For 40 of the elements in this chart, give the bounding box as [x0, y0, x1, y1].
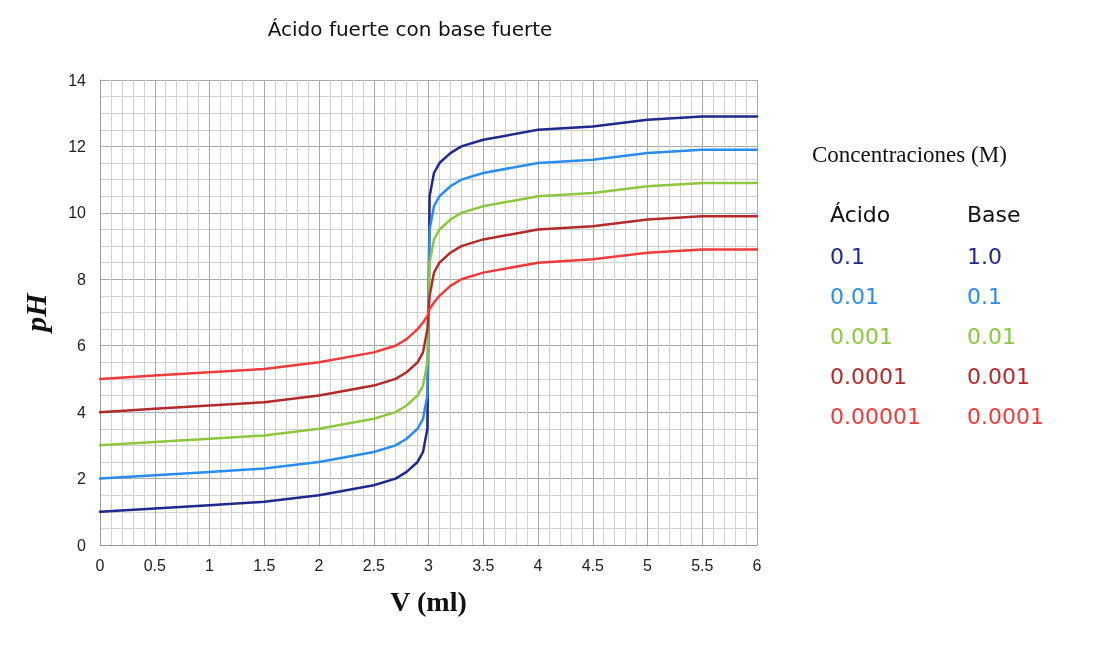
- x-tick-label: 0: [95, 556, 105, 574]
- text: 0.0001: [967, 403, 1044, 429]
- chart-title: Ácido fuerte con base fuerte: [267, 17, 553, 41]
- y-tick-label: 8: [77, 270, 87, 288]
- y-tick-label: 4: [77, 403, 87, 421]
- y-tick-label: 0: [77, 536, 87, 554]
- y-tick-label: 2: [77, 470, 87, 488]
- text: Ácido: [830, 201, 891, 227]
- text: 0.1: [967, 283, 1002, 309]
- x-tick-label: 0.5: [143, 556, 166, 574]
- y-tick-label: 14: [68, 71, 87, 89]
- x-tick-label: 3.5: [472, 556, 495, 574]
- x-tick-label: 5.5: [691, 556, 714, 574]
- text: 0.1: [830, 243, 865, 269]
- x-tick-label: 4.5: [581, 556, 604, 574]
- x-tick-label: 2: [314, 556, 324, 574]
- text: 0.001: [830, 323, 893, 349]
- x-tick-label: 4: [533, 556, 543, 574]
- y-tick-label: 6: [77, 337, 87, 355]
- text: 0.001: [967, 363, 1030, 389]
- y-tick-label: 10: [68, 204, 87, 222]
- text: 0.0001: [830, 363, 907, 389]
- legend-title: Concentraciones (M): [812, 142, 1007, 167]
- text: 1.0: [967, 243, 1002, 269]
- text: 0.00001: [830, 403, 921, 429]
- x-axis-title: V (ml): [390, 585, 467, 617]
- x-tick-label: 3: [424, 556, 434, 574]
- x-tick-label: 6: [752, 556, 762, 574]
- x-tick-label: 5: [643, 556, 653, 574]
- y-axis-title: pH: [18, 291, 52, 335]
- text: 0.01: [830, 283, 879, 309]
- y-tick-label: 12: [68, 137, 87, 155]
- line-series: [98, 248, 759, 381]
- text: 0.01: [967, 323, 1016, 349]
- text: Base: [967, 201, 1021, 227]
- x-tick-label: 1: [205, 556, 215, 574]
- x-tick-label: 2.5: [362, 556, 385, 574]
- x-tick-label: 1.5: [253, 556, 276, 574]
- line-series: [98, 181, 759, 447]
- line-series: [98, 214, 759, 414]
